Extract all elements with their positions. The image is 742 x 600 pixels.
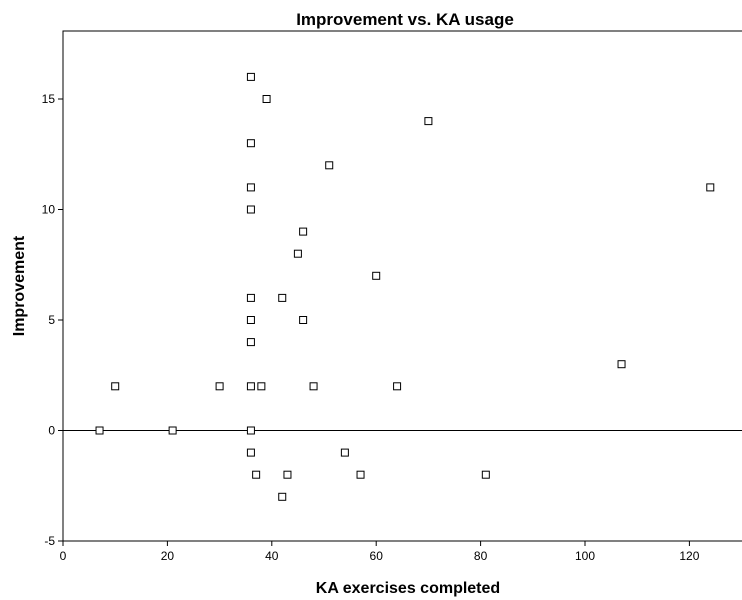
y-tick-label: 0 <box>48 424 55 438</box>
data-point <box>299 316 308 324</box>
data-point <box>246 205 255 214</box>
y-axis: -5 0 5 10 15 <box>42 92 63 548</box>
y-tick-label: -5 <box>44 534 55 548</box>
data-point <box>246 382 255 391</box>
data-point <box>246 338 255 347</box>
data-point <box>246 426 255 435</box>
data-point <box>246 139 255 148</box>
x-tick-label: 100 <box>575 549 595 563</box>
x-tick-label: 120 <box>679 549 699 563</box>
data-point <box>293 249 302 258</box>
data-point <box>111 382 120 391</box>
x-tick-label: 80 <box>474 549 488 563</box>
data-point <box>278 492 287 501</box>
y-tick-label: 15 <box>42 92 56 106</box>
x-tick-label: 20 <box>161 549 175 563</box>
data-point <box>246 448 255 457</box>
data-point <box>252 470 261 479</box>
data-point <box>356 470 365 479</box>
data-point <box>372 271 381 280</box>
data-point <box>283 470 292 479</box>
y-axis-label: Improvement <box>11 235 28 336</box>
x-tick-label: 0 <box>60 549 67 563</box>
data-point <box>424 117 433 126</box>
data-point <box>246 316 255 324</box>
data-point <box>246 72 255 81</box>
x-axis: 0 20 40 60 80 100 120 <box>60 541 700 563</box>
data-point <box>340 448 349 457</box>
y-tick-label: 5 <box>48 313 55 327</box>
data-point <box>617 360 626 369</box>
data-point <box>481 470 490 479</box>
data-point <box>706 183 715 192</box>
plot-area <box>62 30 742 542</box>
data-point <box>278 293 287 302</box>
x-axis-label: KA exercises completed <box>316 580 500 597</box>
data-point <box>257 382 266 391</box>
data-point <box>262 95 271 103</box>
data-point <box>299 227 308 236</box>
data-point <box>393 382 402 391</box>
data-point <box>95 426 104 435</box>
data-points <box>95 72 715 501</box>
data-point <box>215 382 224 391</box>
x-tick-label: 40 <box>265 549 279 563</box>
data-point <box>325 161 334 170</box>
y-tick-label: 10 <box>42 203 56 217</box>
x-tick-label: 60 <box>370 549 384 563</box>
data-point <box>309 382 318 391</box>
chart-title: Improvement vs. KA usage <box>296 10 514 29</box>
data-point <box>246 183 255 192</box>
data-point <box>246 293 255 302</box>
data-point <box>168 426 177 435</box>
